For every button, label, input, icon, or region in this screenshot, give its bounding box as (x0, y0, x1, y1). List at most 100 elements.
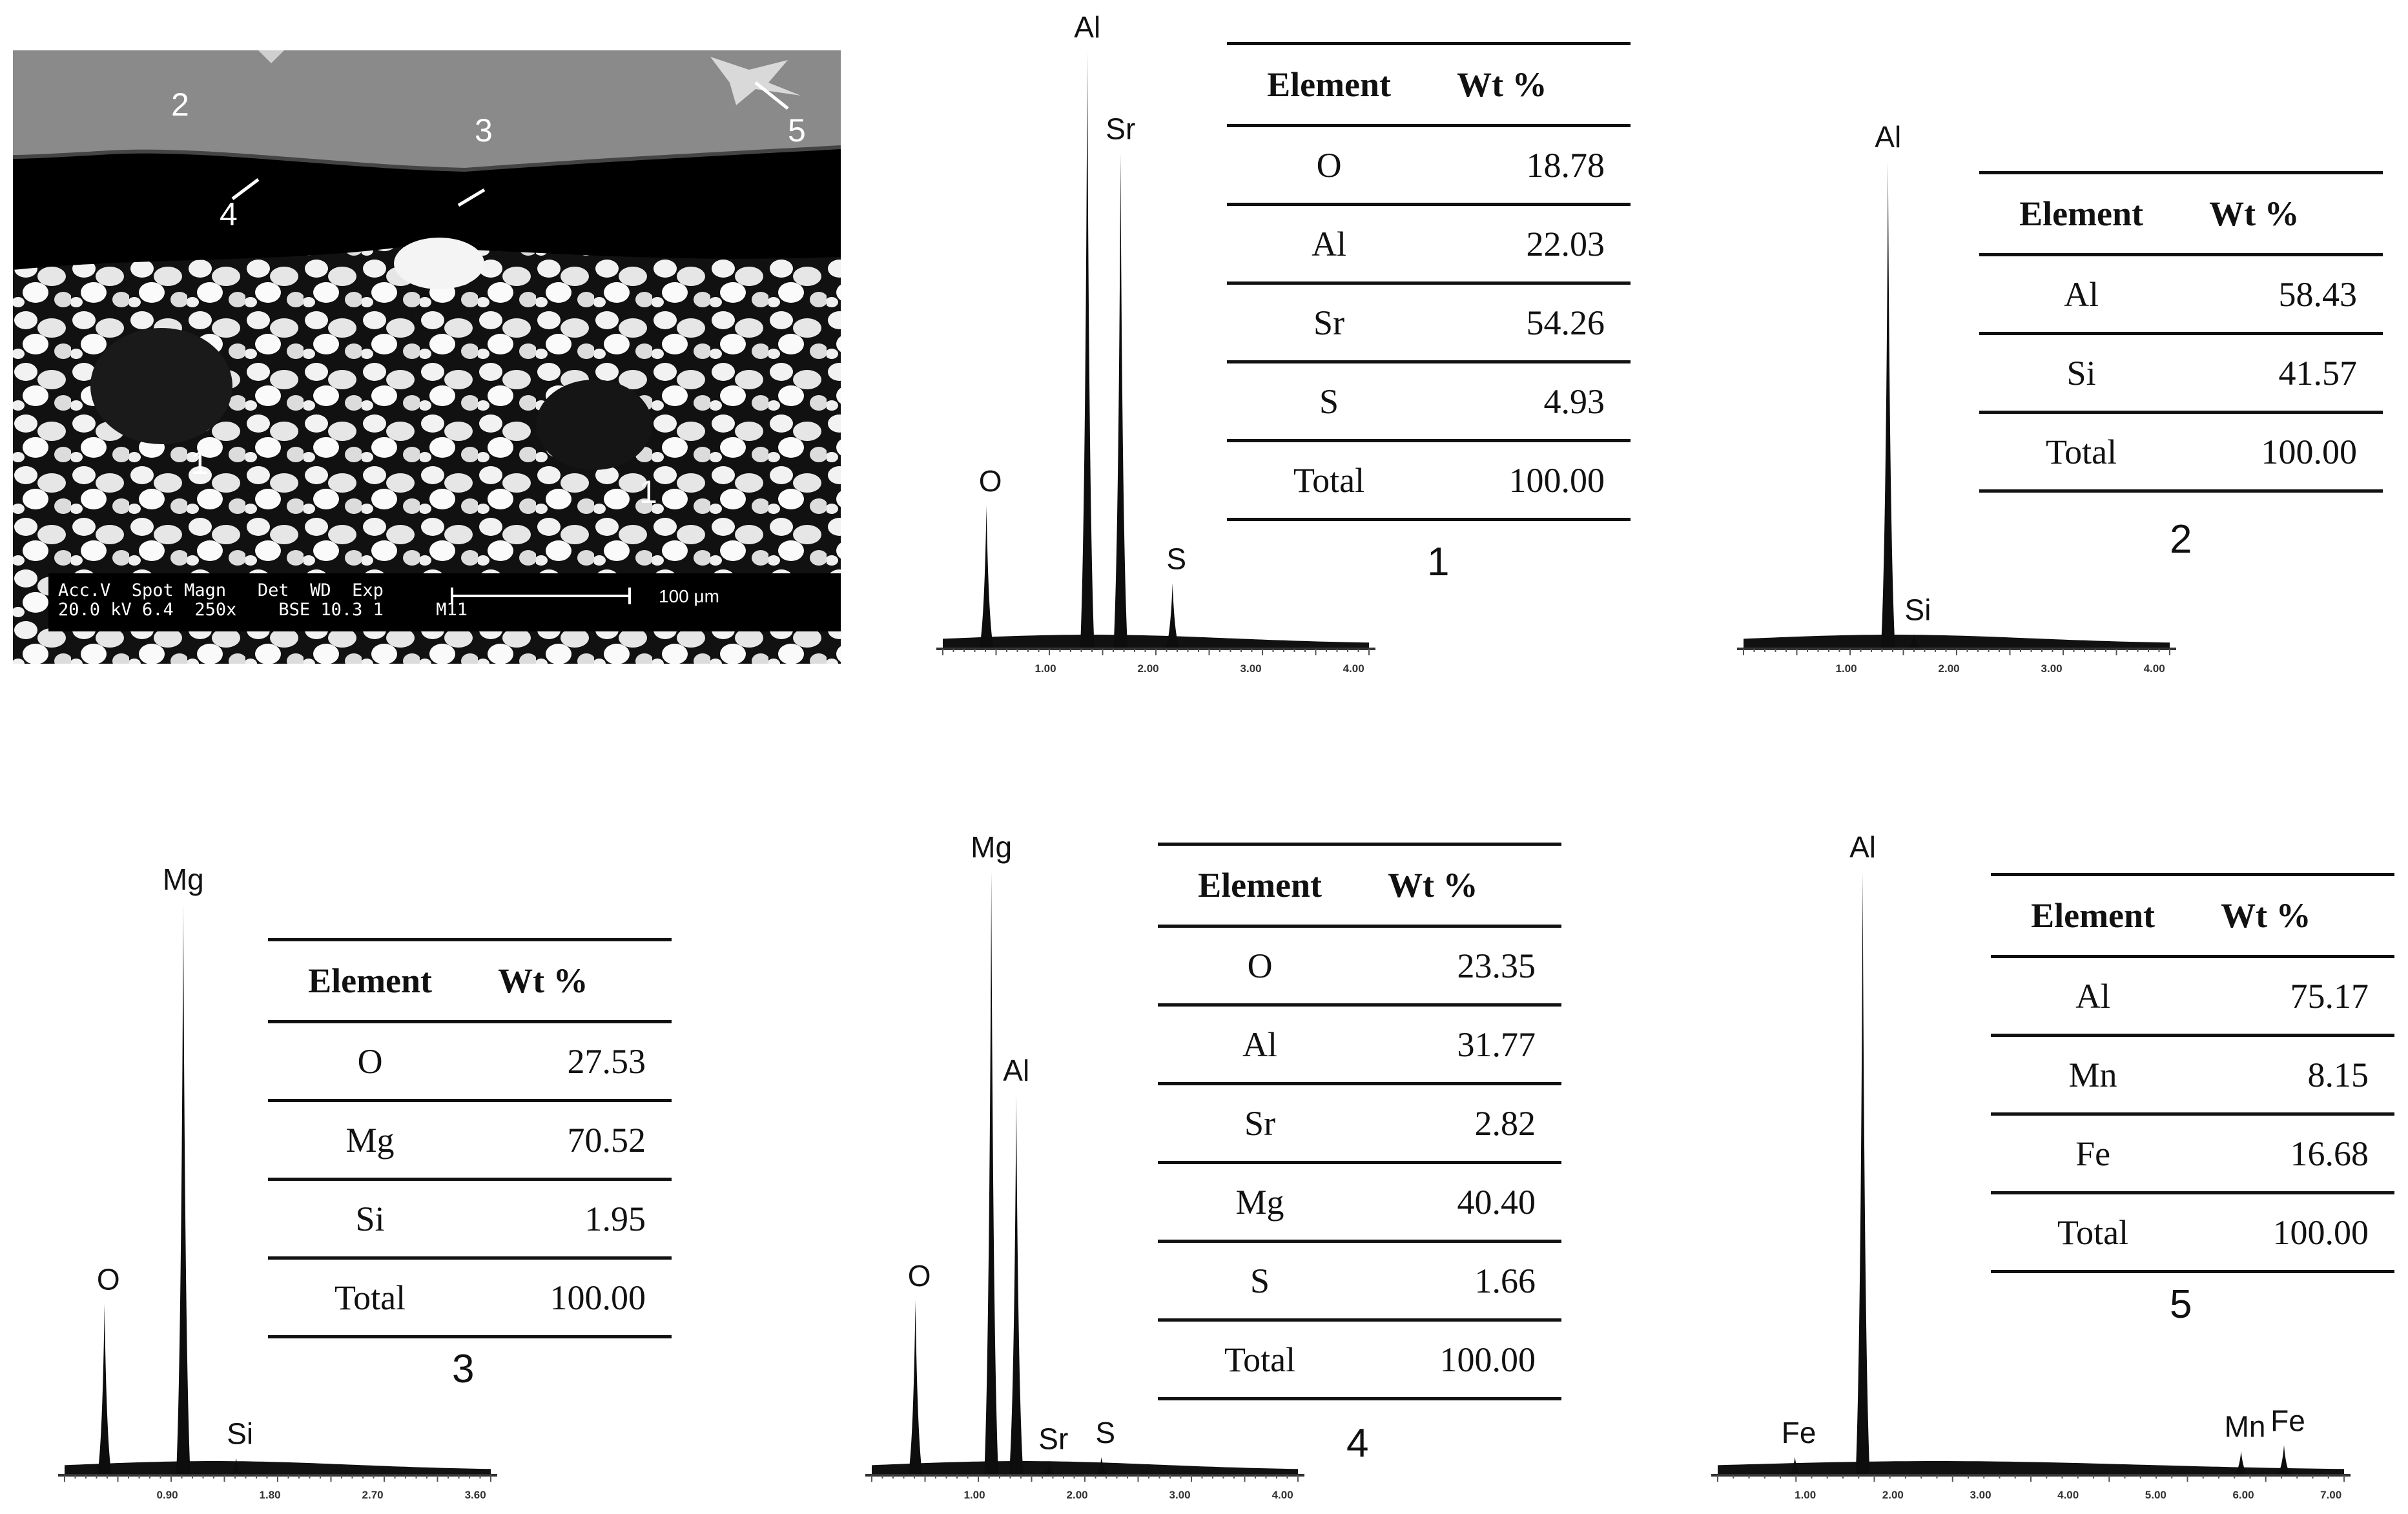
table-row: Fe 16.68 (1991, 1114, 2394, 1194)
sem-point-label: 5 (788, 112, 806, 148)
cell-element: Total (1227, 440, 1432, 521)
table-row: Mg 40.40 (1158, 1162, 1561, 1243)
table-row: Al 75.17 (1991, 956, 2394, 1037)
spectrum-peak (2276, 1445, 2291, 1475)
cell-element: Sr (1158, 1083, 1363, 1164)
cell-wt: 4.93 (1431, 362, 1631, 442)
table-row: S 4.93 (1227, 362, 1631, 442)
spectrum-peak (1907, 634, 1921, 649)
sem-scale-length: 100 μm (659, 586, 719, 606)
sem-point-label: 1 (639, 474, 657, 510)
peak-label: S (1095, 1416, 1115, 1449)
table-row: Total 100.00 (1991, 1192, 2394, 1273)
cell-element: Mg (1158, 1162, 1363, 1243)
table-row: Si 41.57 (1979, 333, 2383, 414)
peak-label: Mg (971, 830, 1012, 864)
x-tick-label: 1.00 (1795, 1489, 1816, 1501)
spectrum-number-2: 2 (2170, 517, 2192, 562)
cell-wt: 23.35 (1362, 926, 1561, 1007)
peak-label: Al (1003, 1054, 1029, 1087)
x-tick-label: 1.00 (1034, 662, 1056, 675)
sem-point-label: 1 (190, 445, 209, 481)
cell-wt: 22.03 (1431, 204, 1631, 285)
spectrum-background (872, 1461, 1298, 1475)
cell-wt: 1.66 (1362, 1241, 1561, 1322)
eds-table-5: Element Wt % Al 75.17 Mn 8.15 Fe 16.68 Tota… (1991, 873, 2394, 1273)
peak-label: Al (1849, 830, 1876, 864)
spectrum-background (1744, 635, 2170, 649)
table-row: Al 31.77 (1158, 1005, 1561, 1085)
spectrum-peak (229, 1458, 243, 1475)
peak-label: Sr (1038, 1422, 1068, 1455)
cell-wt: 100.00 (472, 1258, 672, 1338)
spectrum-peak (984, 872, 999, 1475)
spectrum-peak (1094, 1457, 1109, 1475)
cell-element: Total (1979, 412, 2184, 493)
table-row: Total 100.00 (1158, 1320, 1561, 1400)
cell-element: Al (1979, 254, 2184, 335)
col-wt: Wt % (2195, 873, 2394, 958)
cell-wt: 100.00 (1362, 1320, 1561, 1400)
cell-wt: 8.15 (2195, 1035, 2394, 1116)
table-row: Sr 54.26 (1227, 283, 1631, 363)
x-tick-label: 4.00 (1272, 1489, 1293, 1501)
cell-element: Al (1991, 956, 2196, 1037)
cell-wt: 27.53 (472, 1021, 672, 1102)
eds-spectrum-2: Al Si 1.00 2.00 3.00 4.00 (1737, 120, 2176, 675)
table-row: Mg 70.52 (268, 1100, 672, 1181)
x-tick-label: 3.00 (2041, 662, 2063, 675)
x-tick-label: 1.00 (963, 1489, 985, 1501)
cell-wt: 31.77 (1362, 1005, 1561, 1085)
col-wt: Wt % (2183, 171, 2383, 256)
spectrum-peak (1855, 872, 1870, 1475)
col-element: Element (1979, 171, 2184, 256)
x-tick-label: 4.00 (2144, 662, 2165, 675)
spectrum-peak (1042, 1463, 1057, 1475)
cell-element: Sr (1227, 283, 1432, 363)
sem-micrograph: 1 1 2 3 4 5 Acc.V Spot Magn Det WD Exp 2… (13, 50, 841, 664)
peak-label: Sr (1106, 112, 1135, 145)
sem-point-label: 4 (220, 196, 238, 232)
peak-label: Si (227, 1417, 253, 1450)
cell-wt: 100.00 (2183, 412, 2383, 493)
x-tick-label: 3.60 (465, 1489, 486, 1501)
peak-label: Al (1074, 10, 1100, 44)
spectrum-background (65, 1461, 491, 1475)
spectrum-peak (908, 1300, 923, 1475)
cell-wt: 18.78 (1431, 125, 1631, 206)
cell-element: S (1158, 1241, 1363, 1322)
peak-label: Mg (163, 863, 204, 896)
col-wt: Wt % (472, 938, 672, 1023)
spectrum-number-3: 3 (452, 1347, 475, 1391)
spectrum-peak (1113, 153, 1128, 649)
x-tick-label: 0.90 (156, 1489, 178, 1501)
x-tick-label: 3.00 (1970, 1489, 1991, 1501)
spectrum-peak (2234, 1451, 2248, 1475)
peak-label: Fe (2270, 1404, 2305, 1437)
peak-label: S (1166, 542, 1186, 575)
x-tick-label: 6.00 (2232, 1489, 2254, 1501)
x-tick-label: 2.00 (1882, 1489, 1904, 1501)
cell-wt: 2.82 (1362, 1083, 1561, 1164)
peak-label: Al (1875, 120, 1901, 154)
table-row: Total 100.00 (1227, 440, 1631, 521)
peak-label: O (979, 464, 1002, 498)
cell-element: S (1227, 362, 1432, 442)
sem-info-line2: 20.0 kV 6.4 250x BSE 10.3 1 M11 (58, 600, 468, 620)
cell-element: Fe (1991, 1114, 2196, 1194)
spectrum-number-1: 1 (1427, 540, 1450, 584)
col-element: Element (1991, 873, 2196, 958)
x-tick-label: 2.00 (1138, 662, 1159, 675)
table-row: Si 1.95 (268, 1179, 672, 1260)
cell-wt: 100.00 (1431, 440, 1631, 521)
cell-element: Total (268, 1258, 473, 1338)
peak-label: Mn (2225, 1410, 2266, 1444)
cell-element: Total (1158, 1320, 1363, 1400)
table-row: Al 58.43 (1979, 254, 2383, 335)
eds-table-1: Element Wt % O 18.78 Al 22.03 Sr 54.26 S 4.9… (1227, 42, 1631, 521)
col-element: Element (1227, 42, 1432, 127)
col-wt: Wt % (1362, 843, 1561, 928)
x-tick-label: 5.00 (2145, 1489, 2166, 1501)
cell-wt: 41.57 (2183, 333, 2383, 414)
